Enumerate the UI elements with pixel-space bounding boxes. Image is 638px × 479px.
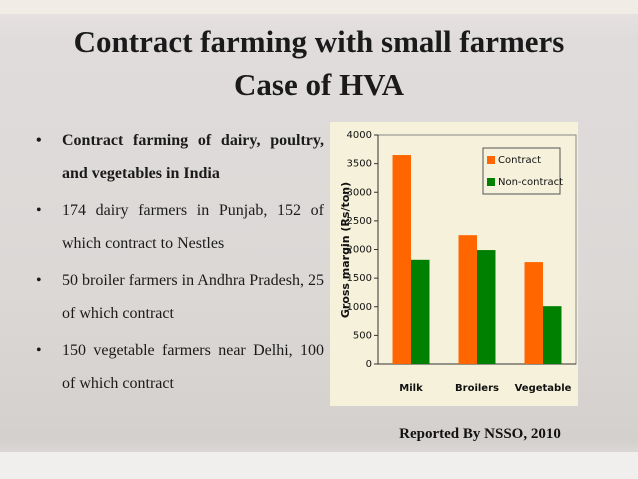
bullet: 174 dairy farmers in Punjab, 152 of whic… <box>36 194 324 260</box>
bar <box>411 259 430 364</box>
x-tick-label: Broilers <box>455 383 499 394</box>
bar <box>392 155 411 364</box>
y-tick-label: 3000 <box>347 187 372 198</box>
legend-box <box>482 147 561 195</box>
bullet: Contract farming of dairy, poultry, and … <box>36 124 324 190</box>
y-axis-label: Gross margin (Rs/ton) <box>339 182 352 318</box>
chart: Gross margin (Rs/ton) 0 500 1000 1500 2000 25… <box>330 122 578 406</box>
slide-title: Contract farming with small farmers <box>73 24 565 59</box>
y-tick-label: 2500 <box>347 216 372 227</box>
top-band <box>0 0 638 14</box>
x-tick-label: Milk <box>399 383 423 394</box>
bar <box>524 262 543 364</box>
x-tick-label: Vegetable <box>515 383 572 394</box>
bar <box>477 250 496 364</box>
bar <box>458 235 477 364</box>
y-tick-label: 500 <box>353 330 372 341</box>
legend-swatch <box>487 156 495 164</box>
bullet-list: Contract farming of dairy, poultry, and … <box>36 124 324 404</box>
slide-subtitle: Case of HVA <box>234 67 404 102</box>
bottom-band <box>0 452 638 479</box>
legend-swatch <box>487 178 495 186</box>
y-tick-label: 3500 <box>347 159 372 170</box>
legend-label: Contract <box>498 155 541 166</box>
y-tick-label: 4000 <box>347 130 372 141</box>
y-tick-label: 2000 <box>347 245 372 256</box>
y-tick-label: 0 <box>366 359 372 370</box>
legend-label: Non-contract <box>498 177 563 188</box>
source-note: Reported By NSSO, 2010 <box>399 426 561 442</box>
y-tick-label: 1500 <box>347 273 372 284</box>
bar <box>543 306 562 364</box>
bullet: 150 vegetable farmers near Delhi, 100 of… <box>36 334 324 400</box>
y-tick-label: 1000 <box>347 302 372 313</box>
bullet: 50 broiler farmers in Andhra Pradesh, 25… <box>36 264 324 330</box>
